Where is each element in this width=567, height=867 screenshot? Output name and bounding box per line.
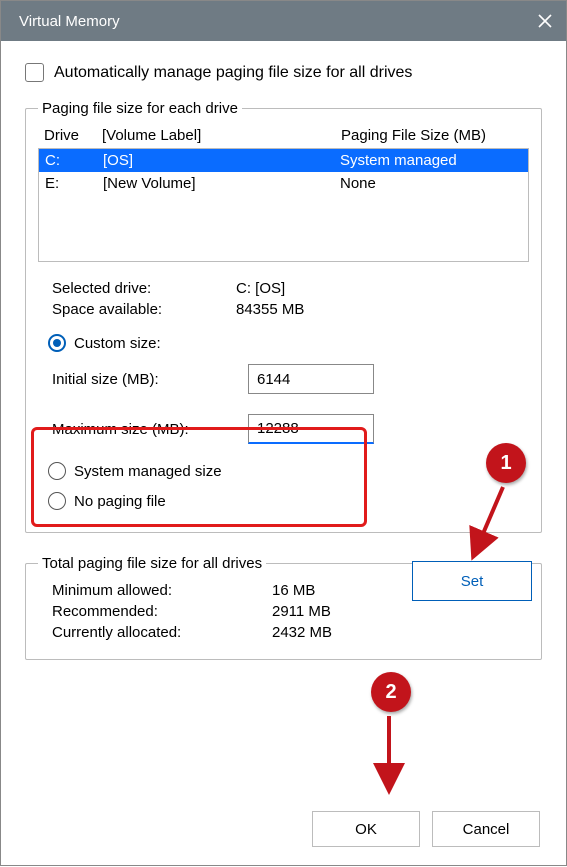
no-paging-label: No paging file [74,493,166,510]
header-drive: Drive [44,127,102,144]
drive-letter: E: [45,175,103,192]
drive-row[interactable]: E: [New Volume] None [39,172,528,195]
drives-headers: Drive [Volume Label] Paging File Size (M… [38,125,529,148]
custom-size-label: Custom size: [74,335,161,352]
recommended-label: Recommended: [52,603,272,620]
drives-group: Paging file size for each drive Drive [V… [25,100,542,533]
initial-size-label: Initial size (MB): [52,371,248,388]
totals-group-legend: Total paging file size for all drives [38,555,266,572]
no-paging-radio[interactable] [48,492,66,510]
drive-size: None [340,175,522,192]
header-label: [Volume Label] [102,127,341,144]
system-managed-radio[interactable] [48,462,66,480]
drives-listbox[interactable]: C: [OS] System managed E: [New Volume] N… [38,148,529,262]
drive-letter: C: [45,152,103,169]
drives-group-legend: Paging file size for each drive [38,100,242,117]
drive-row[interactable]: C: [OS] System managed [39,149,528,172]
automanage-label: Automatically manage paging file size fo… [54,64,412,82]
maximum-size-label: Maximum size (MB): [52,421,248,438]
space-available-label: Space available: [52,301,236,318]
header-size: Paging File Size (MB) [341,127,523,144]
drive-label: [OS] [103,152,340,169]
min-allowed-label: Minimum allowed: [52,582,272,599]
initial-size-input[interactable] [248,364,374,394]
selected-drive-value: C: [OS] [236,280,285,297]
titlebar: Virtual Memory [1,1,566,41]
recommended-value: 2911 MB [272,603,331,620]
set-button-label: Set [461,573,484,590]
cancel-button[interactable]: Cancel [432,811,540,847]
system-managed-label: System managed size [74,463,222,480]
current-allocated-value: 2432 MB [272,624,332,641]
drive-size: System managed [340,152,522,169]
ok-button[interactable]: OK [312,811,420,847]
current-allocated-label: Currently allocated: [52,624,272,641]
automanage-checkbox[interactable] [25,63,44,82]
custom-size-radio[interactable] [48,334,66,352]
min-allowed-value: 16 MB [272,582,315,599]
close-icon[interactable] [538,14,552,28]
cancel-button-label: Cancel [463,821,510,838]
set-button[interactable]: Set [412,561,532,601]
space-available-value: 84355 MB [236,301,304,318]
drive-label: [New Volume] [103,175,340,192]
virtual-memory-dialog: Virtual Memory Automatically manage pagi… [0,0,567,866]
window-title: Virtual Memory [19,13,120,30]
maximum-size-input[interactable] [248,414,374,444]
ok-button-label: OK [355,821,377,838]
selected-drive-label: Selected drive: [52,280,236,297]
